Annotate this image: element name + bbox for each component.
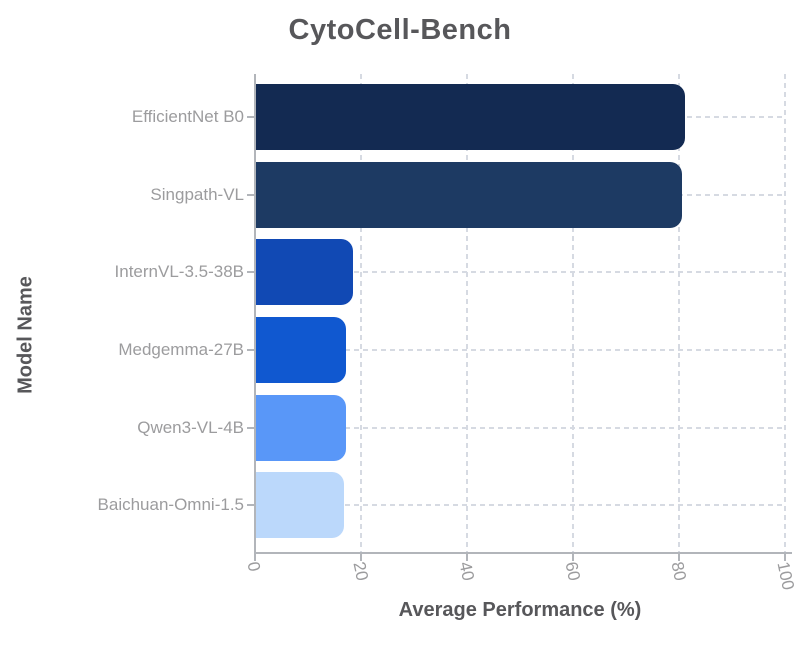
- x-tick-label: 20: [349, 560, 372, 583]
- plot-area: [255, 74, 786, 552]
- y-tick-mark: [247, 426, 254, 429]
- gridline-vertical: [784, 74, 786, 552]
- y-tick-label: InternVL-3.5-38B: [114, 262, 244, 282]
- y-tick-mark: [247, 115, 254, 118]
- y-tick-mark: [247, 193, 254, 196]
- x-tick-mark: [572, 554, 574, 561]
- bar-singpath-vl: [256, 161, 683, 228]
- gridline-horizontal: [255, 271, 785, 274]
- y-tick-mark: [247, 504, 254, 507]
- x-tick-label: 40: [455, 560, 478, 583]
- x-tick-mark: [678, 554, 680, 561]
- y-tick-label: EfficientNet B0: [131, 106, 244, 126]
- gridline-horizontal: [255, 504, 785, 507]
- y-tick-label: Qwen3-VL-4B: [137, 417, 244, 437]
- y-tick-label: Singpath-VL: [150, 184, 244, 204]
- gridline-vertical: [360, 74, 362, 552]
- y-axis-line: [254, 74, 256, 552]
- x-tick-mark: [360, 554, 362, 561]
- x-tick-mark: [466, 554, 468, 561]
- chart-title: CytoCell-Bench: [288, 14, 512, 46]
- bar-baichuan-omni-1-5: [256, 472, 344, 539]
- x-tick-label: 60: [561, 560, 584, 583]
- bar-medgemma-27b: [256, 316, 347, 383]
- bar-internvl-3-5-38b: [256, 239, 353, 306]
- y-tick-mark: [247, 271, 254, 274]
- x-axis-title: Average Performance (%): [398, 599, 642, 621]
- x-tick-label: 80: [667, 560, 690, 583]
- gridline-vertical: [466, 74, 468, 552]
- x-axis-line: [254, 552, 792, 554]
- x-tick-label: 100: [773, 560, 798, 592]
- x-tick-mark: [254, 554, 256, 561]
- gridline-horizontal: [255, 348, 785, 351]
- y-axis-title: Model Name: [14, 276, 37, 394]
- x-tick-label: 0: [243, 560, 264, 574]
- y-tick-label: Baichuan-Omni-1.5: [97, 495, 244, 515]
- bar-qwen3-vl-4b: [256, 394, 346, 461]
- y-tick-mark: [247, 348, 254, 351]
- gridline-horizontal: [255, 426, 785, 429]
- x-tick-mark: [784, 554, 786, 561]
- y-tick-label: Medgemma-27B: [118, 339, 244, 359]
- bar-efficientnet-b0: [256, 83, 686, 150]
- gridline-vertical: [678, 74, 680, 552]
- gridline-vertical: [572, 74, 574, 552]
